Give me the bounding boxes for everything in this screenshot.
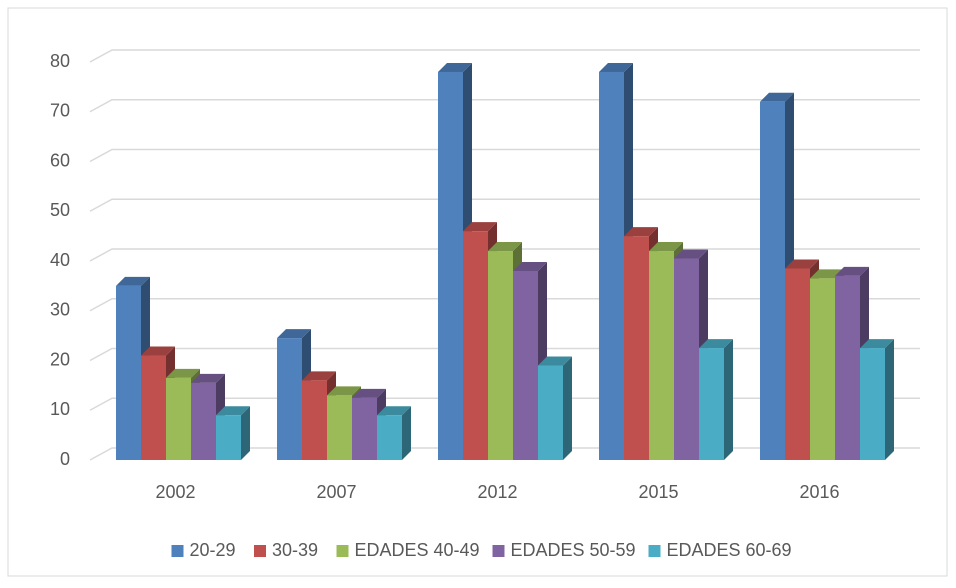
bar — [538, 356, 572, 460]
bar — [277, 329, 311, 460]
y-tick-label: 50 — [50, 200, 70, 220]
bar-front — [699, 348, 724, 460]
bar-top — [302, 371, 336, 381]
bar-top — [141, 346, 175, 356]
bar — [377, 406, 411, 460]
bar-top — [191, 373, 225, 383]
bar-top — [760, 92, 794, 102]
bar-top — [835, 266, 869, 276]
y-tick-label: 20 — [50, 349, 70, 369]
bar-front — [674, 258, 699, 460]
legend-swatch — [171, 545, 184, 557]
bar-front — [216, 415, 241, 460]
bar-front — [649, 251, 674, 460]
grid-line — [89, 148, 920, 163]
bar-top — [327, 386, 361, 396]
bar-front — [513, 270, 538, 460]
x-tick-label: 2002 — [155, 482, 195, 502]
bar-front — [810, 278, 835, 460]
x-tick-label: 2012 — [477, 482, 517, 502]
bar-top — [277, 329, 311, 339]
bar-front — [760, 101, 785, 461]
bar-top — [699, 339, 733, 349]
bar-front — [277, 338, 302, 460]
bar-front — [438, 71, 463, 460]
y-tick-label: 30 — [50, 300, 70, 320]
x-tick-label: 2007 — [316, 482, 356, 502]
bar-side — [724, 339, 733, 460]
bar-top — [513, 261, 547, 271]
bar-front — [599, 71, 624, 460]
bar-side — [885, 339, 894, 460]
bar-top — [785, 259, 819, 269]
bar-top — [860, 339, 894, 349]
bar-side — [563, 356, 572, 460]
bar-top — [649, 242, 683, 252]
bar-front — [835, 275, 860, 460]
bar-top — [438, 62, 472, 72]
bar — [860, 339, 894, 460]
x-tick-label: 2015 — [638, 482, 678, 502]
legend-swatch — [648, 545, 661, 557]
bar-front — [352, 397, 377, 460]
bar-front — [463, 231, 488, 460]
bar-side — [241, 406, 250, 460]
bar — [699, 339, 733, 460]
bar-top — [624, 227, 658, 237]
grid-line — [89, 99, 920, 113]
bar-front — [538, 365, 563, 460]
bar-front — [488, 251, 513, 460]
bar-front — [116, 285, 141, 460]
grid-line — [89, 49, 920, 63]
bar-top — [377, 406, 411, 416]
bar-front — [860, 348, 885, 460]
bar-top — [166, 368, 200, 378]
legend-label: EDADES 60-69 — [667, 540, 792, 560]
bar-top — [599, 62, 633, 72]
bar-front — [624, 236, 649, 460]
bar-front — [377, 415, 402, 460]
y-tick-label: 0 — [60, 449, 70, 469]
bar-top — [538, 356, 572, 366]
legend-label: 20-29 — [190, 540, 236, 560]
bar-front — [191, 382, 216, 460]
bar-top — [352, 388, 386, 398]
bar-top — [463, 222, 497, 232]
y-tick-label: 60 — [50, 150, 70, 170]
y-tick-label: 70 — [50, 101, 70, 121]
bar-front — [302, 380, 327, 460]
legend-swatch — [492, 545, 505, 557]
bar-top — [488, 242, 522, 252]
legend-label: 30-39 — [272, 540, 318, 560]
bar-top — [116, 276, 150, 286]
bar-front — [141, 355, 166, 460]
bar-front — [327, 395, 352, 460]
bar-side — [402, 406, 411, 460]
legend-swatch — [254, 545, 266, 557]
bar-top — [674, 249, 708, 259]
bar-front — [785, 268, 810, 460]
y-tick-label: 80 — [50, 51, 70, 71]
legend-swatch — [336, 545, 349, 557]
bar-top — [216, 406, 250, 416]
legend-label: EDADES 40-49 — [355, 540, 480, 560]
bar — [216, 406, 250, 460]
legend-label: EDADES 50-59 — [511, 540, 636, 560]
x-tick-label: 2016 — [799, 482, 839, 502]
grid-line — [89, 198, 920, 212]
bar-front — [166, 377, 191, 460]
y-tick-label: 10 — [50, 399, 70, 419]
y-tick-label: 40 — [50, 250, 70, 270]
